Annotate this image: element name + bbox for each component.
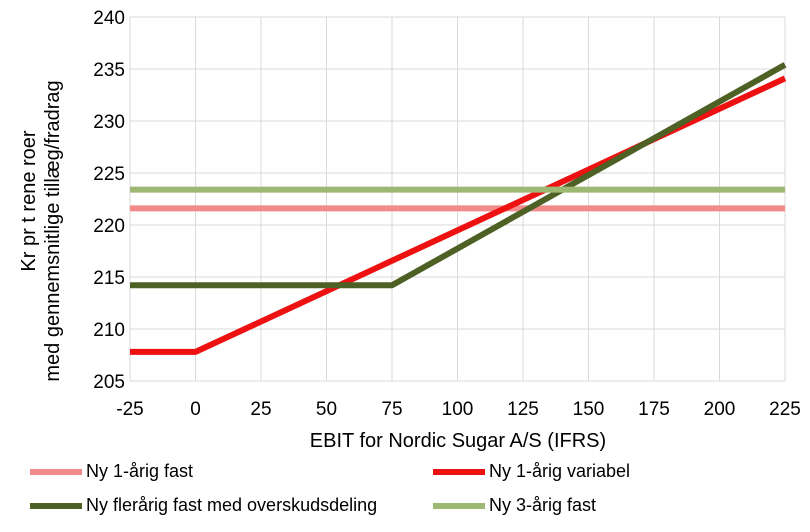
x-tick-label: -25 [116, 399, 143, 420]
x-tick-label: 0 [190, 399, 201, 420]
legend-swatch [433, 468, 485, 475]
legend-label: Ny flerårig fast med overskudsdeling [86, 495, 378, 515]
vertical-gridlines [129, 17, 786, 381]
series-lines [130, 62, 787, 355]
x-tick-label: 125 [507, 399, 539, 420]
legend-label: Ny 1-årig fast [86, 461, 194, 481]
x-tick-label: 25 [250, 399, 271, 420]
legend-swatch [30, 468, 82, 475]
y-tick-label: 235 [93, 60, 125, 81]
legend-swatch [30, 502, 82, 509]
legend-item-ny-flerarig-fast: Ny flerårig fast med overskudsdeling [30, 495, 377, 516]
x-tick-label: 225 [769, 399, 801, 420]
legend-item-ny-3-aarig-fast: Ny 3-årig fast [433, 495, 596, 516]
y-axis-tick-labels: 205 210 215 220 225 230 235 240 [93, 8, 125, 393]
legend-label: Ny 3-årig fast [489, 495, 597, 515]
y-tick-label: 225 [93, 164, 125, 185]
y-tick-label: 205 [93, 372, 125, 393]
x-tick-label: 75 [381, 399, 402, 420]
x-tick-label: 150 [573, 399, 605, 420]
y-tick-label: 210 [93, 320, 125, 341]
legend-label: Ny 1-årig variabel [489, 461, 631, 481]
y-tick-label: 230 [93, 112, 125, 133]
x-tick-label: 100 [442, 399, 474, 420]
x-axis-tick-labels: -25 0 25 50 75 100 125 150 175 200 225 [116, 399, 801, 420]
horizontal-gridlines [130, 16, 785, 382]
x-tick-label: 50 [316, 399, 337, 420]
y-tick-label: 215 [93, 268, 125, 289]
legend-swatch [433, 502, 485, 509]
y-tick-label: 220 [93, 216, 125, 237]
legend-item-ny-1-aarig-fast: Ny 1-årig fast [30, 461, 193, 482]
y-tick-label: 240 [93, 8, 125, 29]
series-line-ny-fler-rig-fast-med-overskudsdeling [130, 62, 787, 289]
legend-item-ny-1-aarig-variabel: Ny 1-årig variabel [433, 461, 630, 482]
x-tick-label: 200 [704, 399, 736, 420]
x-axis-label: EBIT for Nordic Sugar A/S (IFRS) [310, 430, 606, 452]
y-axis-label-line-1: Kr pr t rene roer [18, 130, 40, 272]
x-tick-label: 175 [638, 399, 670, 420]
y-axis-label-line-2: med gennemsnitlige tillæg/fradrag [42, 80, 64, 381]
series-line-ny-1-rig-variabel [130, 75, 787, 355]
